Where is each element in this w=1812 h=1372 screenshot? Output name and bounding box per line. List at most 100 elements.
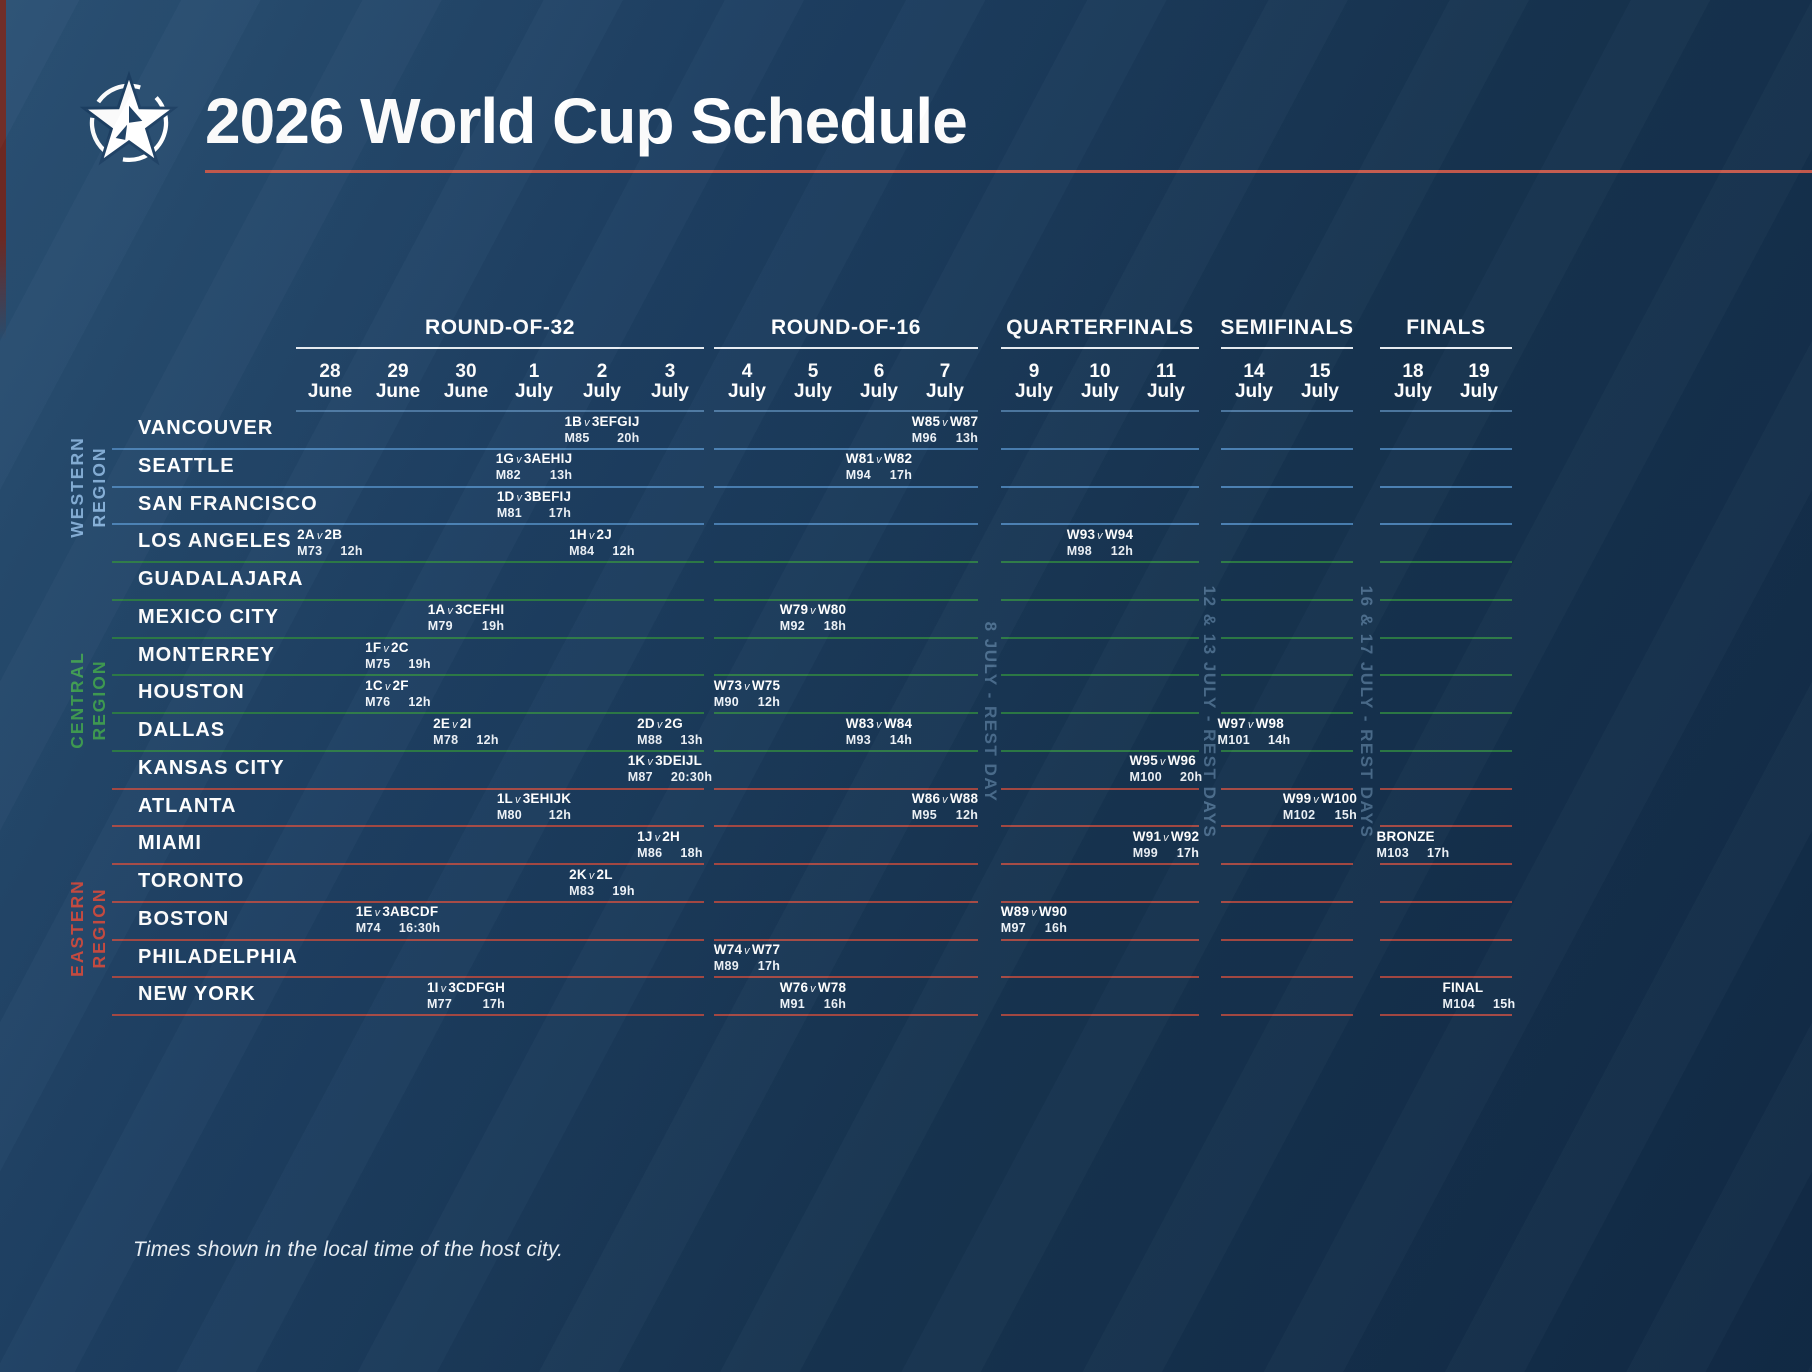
row-line [1380, 900, 1512, 903]
match-cell: W97 v W98 M101 14h [1218, 716, 1291, 747]
date-column-header: 19 July [1459, 361, 1499, 402]
match-time: 17h [1176, 845, 1200, 860]
row-line [1221, 674, 1353, 677]
city-label: TORONTO [138, 870, 245, 892]
dates-rule [1380, 410, 1512, 412]
match-time: 17h [889, 468, 913, 483]
rest-day-label: 16 & 17 JULY - REST DAYS [1357, 585, 1376, 839]
row-line [112, 938, 704, 941]
round-header-semifinals: SEMIFINALS [1220, 316, 1354, 339]
match-code: M96 [911, 430, 938, 445]
match-teams: W99 v W100 [1282, 791, 1358, 806]
row-line [1221, 447, 1353, 450]
row-line [112, 976, 704, 979]
match-teams: 1C v 2F [365, 677, 409, 693]
versus-label: v [1163, 831, 1169, 844]
row-line [1001, 863, 1199, 865]
row-line [1221, 1014, 1353, 1016]
city-label: BOSTON [138, 907, 230, 930]
row-line [1221, 636, 1353, 639]
match-cell: 2A v 2B M73 12h [297, 527, 363, 558]
match-code: M101 [1217, 732, 1251, 747]
date-column-header: 10 July [1080, 361, 1120, 402]
match-cell: 1H v 2J M84 12h [569, 527, 635, 558]
row-line [714, 485, 978, 488]
match-teams: 2K v 2L [569, 866, 613, 882]
match-code: M82 [495, 468, 521, 483]
match-teams: W95 v W96 [1129, 753, 1196, 769]
row-line [714, 749, 978, 752]
match-time: 14h [889, 732, 913, 747]
row-line [1380, 1014, 1512, 1016]
match-teams: W85 v W87 [911, 413, 979, 429]
match-cell: W81 v W82 M94 17h [846, 451, 912, 482]
row-line [1001, 938, 1199, 941]
row-line [1001, 900, 1199, 903]
match-time: 12h [340, 543, 363, 558]
date-column-header: 18 July [1393, 361, 1433, 402]
row-line [1380, 976, 1512, 979]
match-code: M90 [713, 694, 740, 709]
match-cell: 1C v 2F M76 12h [365, 678, 431, 709]
match-code: M99 [1132, 845, 1159, 860]
row-line [714, 712, 978, 714]
match-code: M104 [1442, 996, 1476, 1011]
match-cell: W79 v W80 M92 18h [780, 602, 846, 633]
versus-label: v [656, 718, 663, 731]
row-line [1380, 485, 1512, 488]
match-cell: W83 v W84 M93 14h [846, 716, 912, 747]
versus-label: v [810, 982, 816, 995]
match-time: 16h [823, 996, 847, 1011]
versus-label: v [516, 454, 522, 467]
match-code: M76 [365, 694, 391, 709]
row-line [1221, 938, 1353, 941]
versus-label: v [452, 718, 458, 731]
match-time: 17h [1427, 845, 1450, 860]
page-title: 2026 World Cup Schedule [205, 85, 968, 157]
match-code: M74 [355, 921, 381, 936]
match-cell: W95 v W96 M100 20h [1130, 753, 1203, 784]
round-header-quarterfinals: QUARTERFINALS [1006, 316, 1194, 339]
date-column-header: 28 June [307, 361, 353, 402]
row-line [714, 900, 978, 903]
match-cell: 1G v 3AEHIJ M82 13h [496, 451, 573, 482]
match-teams: W93 v W94 [1066, 526, 1134, 542]
match-cell: 1B v 3EFGIJ M85 20h [564, 414, 639, 445]
match-time: 19h [612, 883, 635, 898]
date-column-header: 1 July [514, 361, 554, 402]
match-code: M84 [569, 543, 595, 558]
row-line [1001, 598, 1199, 601]
match-code: M79 [427, 619, 453, 634]
match-cell: 2D v 2G M88 13h [637, 716, 703, 747]
versus-label: v [383, 643, 390, 655]
match-code: M87 [627, 770, 653, 785]
round-header-round-of-16: ROUND-OF-16 [770, 316, 922, 339]
row-line [1380, 636, 1512, 639]
match-time: 12h [548, 808, 572, 822]
row-line [1001, 636, 1199, 639]
row-line [1221, 749, 1353, 752]
row-line [1221, 900, 1353, 903]
match-teams: 2D v 2G [637, 715, 683, 731]
row-line [112, 561, 704, 563]
match-teams: W76 v W78 [779, 979, 847, 995]
row-line [1380, 447, 1512, 450]
match-code: M88 [637, 732, 663, 747]
versus-label: v [744, 680, 750, 693]
row-line [714, 598, 978, 601]
versus-label: v [516, 492, 523, 504]
row-line [714, 1014, 978, 1016]
date-column-header: 29 June [375, 361, 421, 402]
row-line [1221, 485, 1353, 488]
match-code: M73 [297, 543, 323, 558]
row-line [1221, 976, 1353, 979]
row-line [714, 674, 978, 677]
row-line [1380, 787, 1512, 790]
round-header-underline [1380, 347, 1512, 349]
city-label: VANCOUVER [138, 417, 274, 439]
versus-label: v [1247, 718, 1254, 731]
date-column-header: 11 July [1146, 361, 1186, 402]
row-line [112, 636, 704, 639]
city-label: ATLANTA [138, 794, 237, 817]
match-code: M86 [637, 845, 663, 860]
